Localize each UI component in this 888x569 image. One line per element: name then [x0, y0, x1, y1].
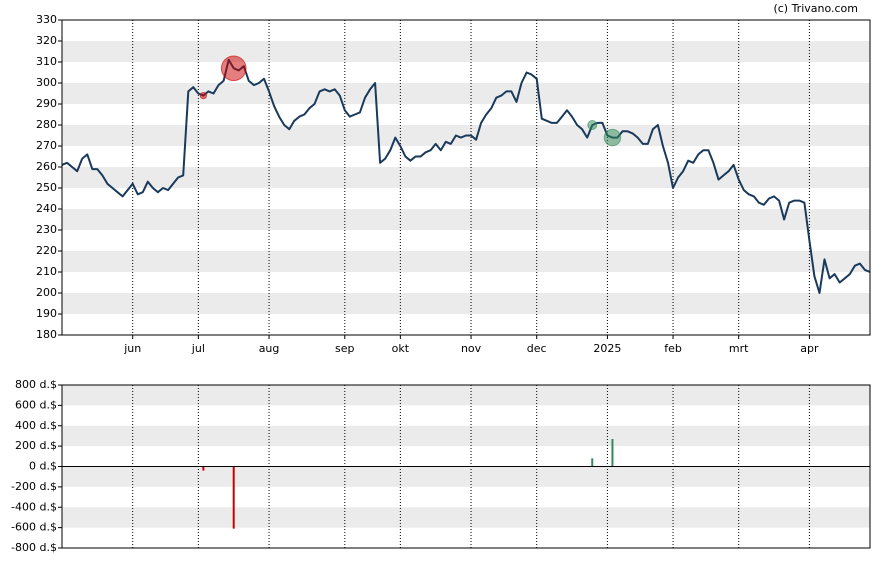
- y-tick-label: 200: [36, 286, 57, 299]
- bar: [232, 466, 235, 529]
- grid-band: [62, 293, 870, 314]
- x-tick-label: nov: [461, 342, 482, 355]
- grid-band: [62, 425, 870, 447]
- chart-title: (c) Trivano.com: [773, 2, 858, 15]
- y-tick-label: 270: [36, 139, 57, 152]
- grid-band: [62, 167, 870, 188]
- y-tick-label: 800 d.$: [15, 378, 57, 391]
- trade-marker: [199, 91, 208, 100]
- grid-band: [62, 385, 870, 406]
- y-tick-label: 250: [36, 181, 57, 194]
- grid-band: [62, 466, 870, 487]
- y-tick-label: 200 d.$: [15, 439, 57, 452]
- y-tick-label: 230: [36, 223, 57, 236]
- y-tick-label: -600 d.$: [11, 521, 57, 534]
- bar: [611, 438, 614, 467]
- x-tick-label: feb: [664, 342, 682, 355]
- x-tick-label: sep: [335, 342, 354, 355]
- y-tick-label: 190: [36, 307, 57, 320]
- bar: [591, 458, 594, 467]
- plot-frame: [61, 19, 871, 336]
- y-tick-label: 330: [36, 13, 57, 26]
- x-tick-label: jun: [123, 342, 141, 355]
- y-tick-label: -200 d.$: [11, 480, 57, 493]
- price-line: [61, 58, 871, 294]
- x-tick-label: mrt: [729, 342, 749, 355]
- y-tick-label: 320: [36, 34, 57, 47]
- y-tick-label: 240: [36, 202, 57, 215]
- x-tick-label: apr: [800, 342, 819, 355]
- plot-frame: [61, 384, 871, 549]
- grid-band: [62, 41, 870, 62]
- grid-band: [62, 507, 870, 528]
- grid-band: [62, 209, 870, 230]
- y-tick-label: 280: [36, 118, 57, 131]
- y-tick-label: 0 d.$: [29, 460, 57, 473]
- y-tick-label: 260: [36, 160, 57, 173]
- x-tick-label: okt: [392, 342, 410, 355]
- y-tick-label: 180: [36, 328, 57, 341]
- x-tick-label: aug: [259, 342, 280, 355]
- y-tick-label: -800 d.$: [11, 541, 57, 554]
- y-tick-label: 310: [36, 55, 57, 68]
- y-tick-label: -400 d.$: [11, 500, 57, 513]
- trade-marker: [587, 120, 598, 130]
- y-tick-label: 600 d.$: [15, 398, 57, 411]
- x-tick-label: dec: [527, 342, 547, 355]
- y-tick-label: 210: [36, 265, 57, 278]
- y-tick-label: 220: [36, 244, 57, 257]
- bar: [202, 466, 205, 471]
- y-tick-label: 290: [36, 97, 57, 110]
- trade-marker: [603, 128, 622, 147]
- trade-marker: [220, 55, 247, 82]
- grid-band: [62, 251, 870, 272]
- grid-band: [62, 83, 870, 104]
- y-tick-label: 400 d.$: [15, 419, 57, 432]
- y-tick-label: 300: [36, 76, 57, 89]
- x-tick-label: 2025: [593, 342, 621, 355]
- x-tick-label: jul: [191, 342, 205, 355]
